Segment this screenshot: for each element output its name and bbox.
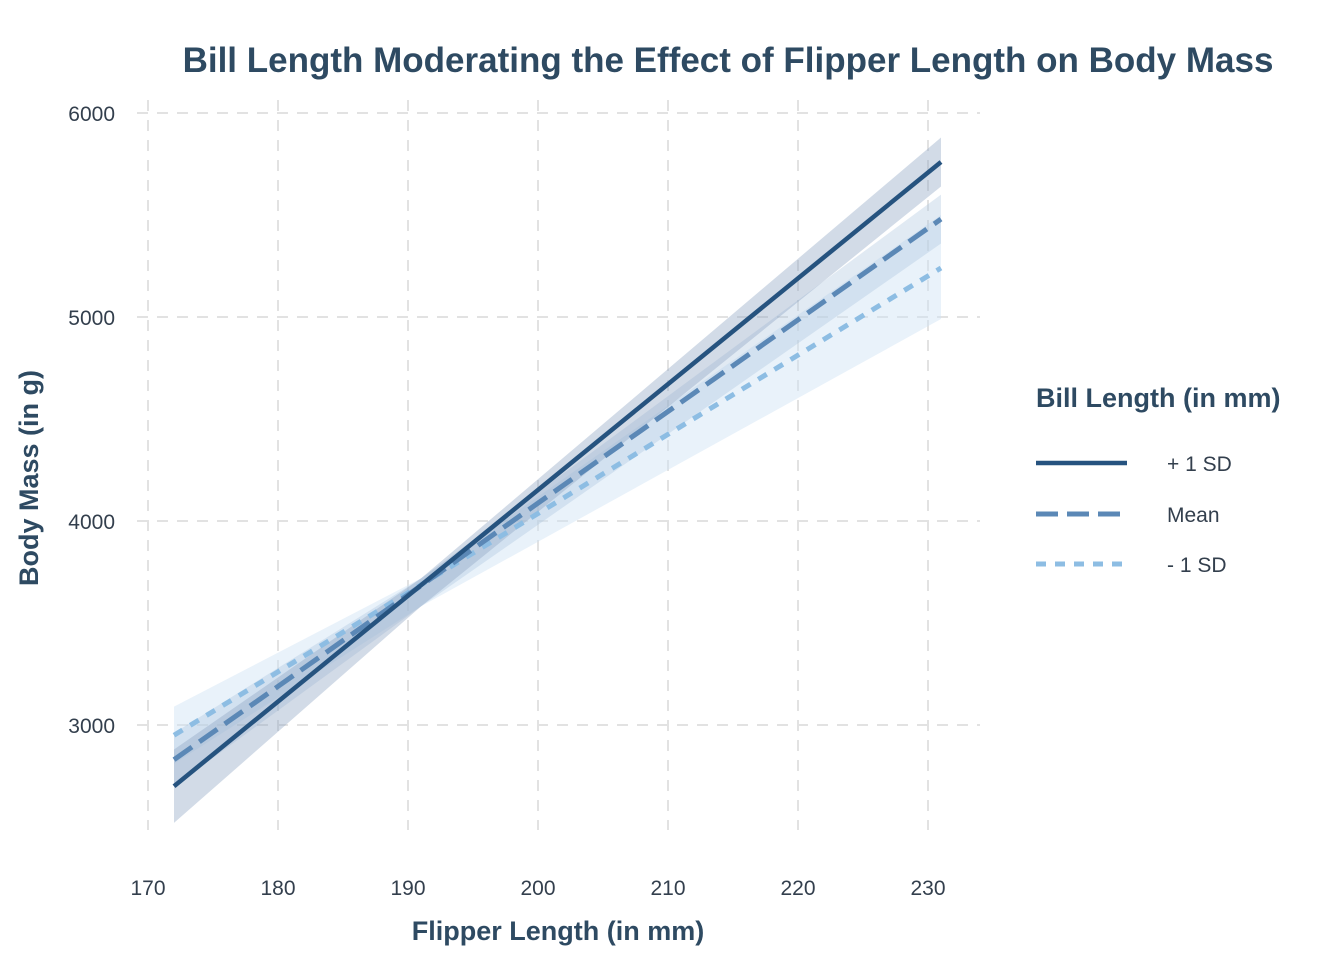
- y-tick-label: 6000: [68, 103, 115, 126]
- y-tick-label: 5000: [68, 307, 115, 330]
- ci-band-plus-1sd: [174, 137, 941, 823]
- legend-label: - 1 SD: [1167, 554, 1227, 577]
- legend: Bill Length (in mm) + 1 SD Mean - 1 SD: [1036, 383, 1280, 577]
- x-tick-label: 190: [390, 877, 425, 900]
- x-tick-label: 230: [910, 877, 945, 900]
- x-tick-label: 180: [260, 877, 295, 900]
- y-tick-label: 3000: [68, 715, 115, 738]
- chart-title: Bill Length Moderating the Effect of Fli…: [183, 41, 1274, 80]
- series-line-mean: [172, 217, 943, 762]
- x-tick-label: 220: [780, 877, 815, 900]
- x-axis-ticks: 170 180 190 200 210 220 230: [130, 877, 945, 900]
- y-axis-ticks: 3000 4000 5000 6000: [68, 103, 115, 738]
- series-lines: [172, 160, 943, 788]
- x-tick-label: 200: [520, 877, 555, 900]
- grid: [137, 100, 980, 830]
- x-axis-title: Flipper Length (in mm): [412, 916, 704, 946]
- y-tick-label: 4000: [68, 511, 115, 534]
- legend-label: + 1 SD: [1167, 453, 1232, 476]
- legend-label: Mean: [1167, 504, 1220, 527]
- x-tick-label: 170: [130, 877, 165, 900]
- confidence-bands: [174, 137, 941, 823]
- series-line-minus-1sd: [172, 265, 943, 738]
- x-tick-label: 210: [650, 877, 685, 900]
- series-line-plus-1sd: [172, 160, 943, 788]
- y-axis-title: Body Mass (in g): [14, 370, 44, 586]
- legend-title: Bill Length (in mm): [1036, 383, 1280, 413]
